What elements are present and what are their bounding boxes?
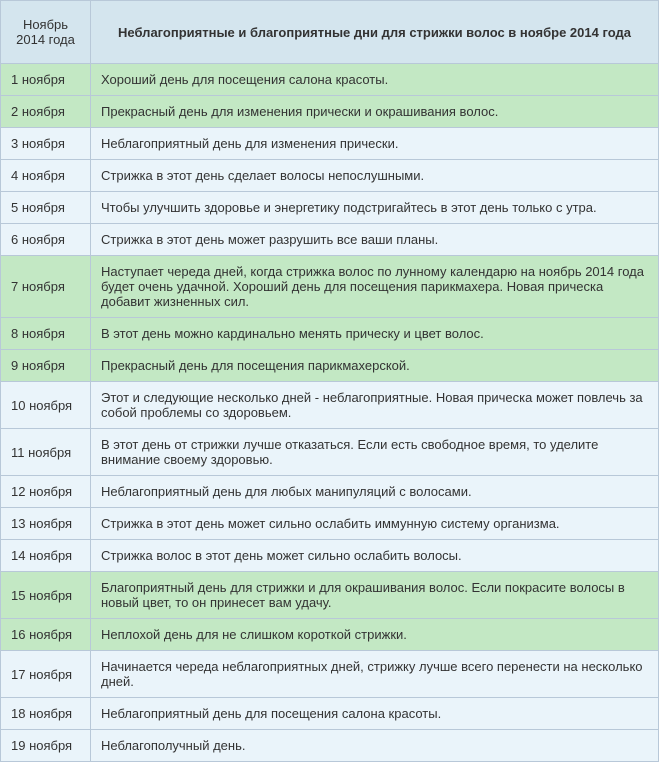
date-cell: 4 ноября <box>1 160 91 192</box>
description-cell: Наступает череда дней, когда стрижка вол… <box>91 256 659 318</box>
table-row: 5 ноябряЧтобы улучшить здоровье и энерге… <box>1 192 659 224</box>
table-row: 8 ноябряВ этот день можно кардинально ме… <box>1 318 659 350</box>
date-cell: 8 ноября <box>1 318 91 350</box>
table-row: 9 ноябряПрекрасный день для посещения па… <box>1 350 659 382</box>
date-cell: 9 ноября <box>1 350 91 382</box>
description-cell: Благоприятный день для стрижки и для окр… <box>91 572 659 619</box>
description-cell: Неплохой день для не слишком короткой ст… <box>91 619 659 651</box>
table-row: 14 ноябряСтрижка волос в этот день может… <box>1 540 659 572</box>
description-cell: Этот и следующие несколько дней - неблаг… <box>91 382 659 429</box>
table-row: 1 ноябряХороший день для посещения салон… <box>1 64 659 96</box>
date-cell: 6 ноября <box>1 224 91 256</box>
table-row: 13 ноябряСтрижка в этот день может сильн… <box>1 508 659 540</box>
date-cell: 7 ноября <box>1 256 91 318</box>
description-cell: Прекрасный день для посещения парикмахер… <box>91 350 659 382</box>
table-row: 11 ноябряВ этот день от стрижки лучше от… <box>1 429 659 476</box>
description-column-header: Неблагоприятные и благоприятные дни для … <box>91 1 659 64</box>
calendar-table: Ноябрь 2014 года Неблагоприятные и благо… <box>0 0 659 762</box>
description-cell: Начинается череда неблагоприятных дней, … <box>91 651 659 698</box>
description-cell: Неблагоприятный день для посещения салон… <box>91 698 659 730</box>
table-row: 7 ноябряНаступает череда дней, когда стр… <box>1 256 659 318</box>
description-cell: Неблагоприятный день для любых манипуляц… <box>91 476 659 508</box>
date-cell: 3 ноября <box>1 128 91 160</box>
table-row: 3 ноябряНеблагоприятный день для изменен… <box>1 128 659 160</box>
date-cell: 5 ноября <box>1 192 91 224</box>
date-cell: 16 ноября <box>1 619 91 651</box>
table-row: 16 ноябряНеплохой день для не слишком ко… <box>1 619 659 651</box>
table-row: 6 ноябряСтрижка в этот день может разруш… <box>1 224 659 256</box>
date-column-header: Ноябрь 2014 года <box>1 1 91 64</box>
date-cell: 11 ноября <box>1 429 91 476</box>
date-cell: 15 ноября <box>1 572 91 619</box>
table-row: 17 ноябряНачинается череда неблагоприятн… <box>1 651 659 698</box>
description-cell: Стрижка волос в этот день может сильно о… <box>91 540 659 572</box>
date-cell: 14 ноября <box>1 540 91 572</box>
date-cell: 10 ноября <box>1 382 91 429</box>
table-row: 10 ноябряЭтот и следующие несколько дней… <box>1 382 659 429</box>
table-row: 19 ноябряНеблагополучный день. <box>1 730 659 762</box>
table-row: 12 ноябряНеблагоприятный день для любых … <box>1 476 659 508</box>
description-cell: Стрижка в этот день может разрушить все … <box>91 224 659 256</box>
calendar-body: 1 ноябряХороший день для посещения салон… <box>1 64 659 762</box>
table-row: 4 ноябряСтрижка в этот день сделает воло… <box>1 160 659 192</box>
table-row: 15 ноябряБлагоприятный день для стрижки … <box>1 572 659 619</box>
description-cell: Хороший день для посещения салона красот… <box>91 64 659 96</box>
date-cell: 19 ноября <box>1 730 91 762</box>
description-cell: В этот день от стрижки лучше отказаться.… <box>91 429 659 476</box>
description-cell: Неблагополучный день. <box>91 730 659 762</box>
description-cell: Неблагоприятный день для изменения приче… <box>91 128 659 160</box>
description-cell: Чтобы улучшить здоровье и энергетику под… <box>91 192 659 224</box>
date-cell: 18 ноября <box>1 698 91 730</box>
description-cell: Стрижка в этот день может сильно ослабит… <box>91 508 659 540</box>
table-row: 2 ноябряПрекрасный день для изменения пр… <box>1 96 659 128</box>
date-cell: 1 ноября <box>1 64 91 96</box>
date-cell: 13 ноября <box>1 508 91 540</box>
description-cell: Прекрасный день для изменения прически и… <box>91 96 659 128</box>
date-cell: 12 ноября <box>1 476 91 508</box>
table-row: 18 ноябряНеблагоприятный день для посеще… <box>1 698 659 730</box>
date-cell: 2 ноября <box>1 96 91 128</box>
header-row: Ноябрь 2014 года Неблагоприятные и благо… <box>1 1 659 64</box>
date-cell: 17 ноября <box>1 651 91 698</box>
description-cell: В этот день можно кардинально менять при… <box>91 318 659 350</box>
description-cell: Стрижка в этот день сделает волосы непос… <box>91 160 659 192</box>
